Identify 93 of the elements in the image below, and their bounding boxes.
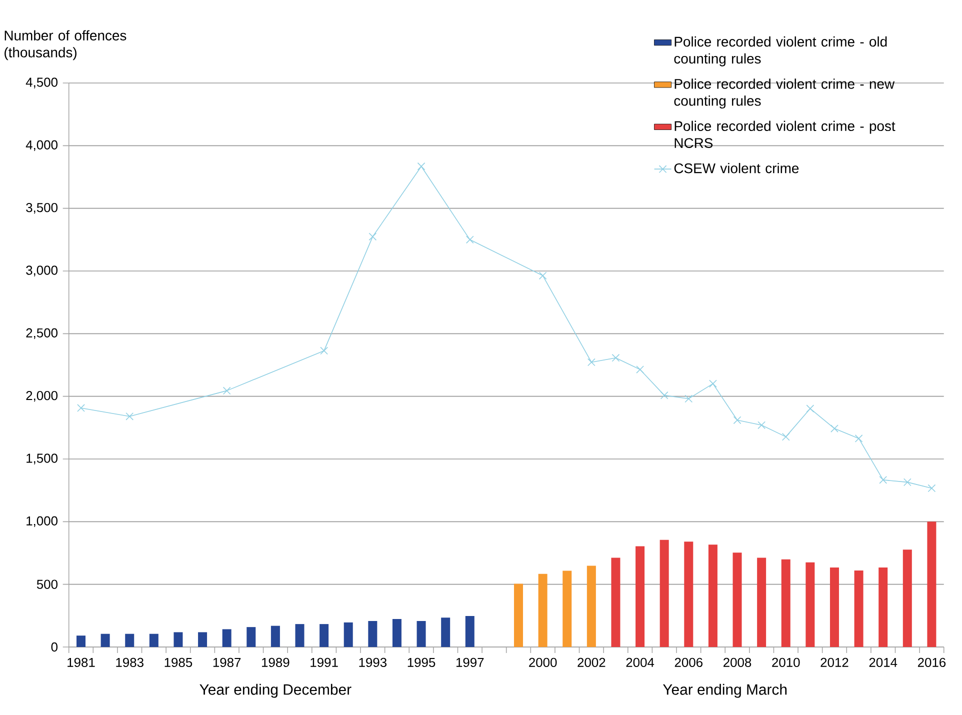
y-tick-label: 500 xyxy=(36,580,58,589)
point xyxy=(77,404,85,412)
y-tick-label: 0 xyxy=(51,642,58,652)
point xyxy=(222,386,231,395)
x-tick-label: 1991 xyxy=(310,658,338,668)
bar xyxy=(368,621,378,647)
bar xyxy=(611,558,620,647)
y-tick-label: 1,000 xyxy=(26,516,58,528)
bar xyxy=(732,552,742,647)
x-tick-label: 1983 xyxy=(116,658,144,668)
point xyxy=(903,478,912,486)
x-tick-label: 2006 xyxy=(674,658,702,668)
bar xyxy=(562,570,572,647)
point xyxy=(538,272,547,280)
point xyxy=(830,424,838,432)
legend-label: CSEW violent crime xyxy=(674,162,799,174)
x-tick-label: 1989 xyxy=(262,658,290,668)
point xyxy=(758,421,766,430)
x-tick-label: 2012 xyxy=(820,658,848,668)
y-tick-label: 3,500 xyxy=(26,202,58,214)
point xyxy=(854,434,863,442)
x-tick-label: 1997 xyxy=(456,658,484,668)
bar xyxy=(806,562,815,647)
point xyxy=(126,412,134,420)
point xyxy=(636,366,644,374)
x-tick-label: 2004 xyxy=(626,658,654,668)
y-tick-label: 1,500 xyxy=(26,454,58,464)
x-tick-label: 2000 xyxy=(529,658,557,668)
bar xyxy=(781,559,790,647)
legend-label: Police recorded violent crime - new counting rules xyxy=(674,78,895,109)
bar xyxy=(320,624,329,647)
point xyxy=(417,162,426,170)
bar xyxy=(465,616,474,647)
x-tick-label: 2002 xyxy=(578,658,606,668)
bar xyxy=(441,618,450,647)
bar xyxy=(392,619,402,647)
bar xyxy=(902,550,912,647)
point xyxy=(612,354,620,362)
bar xyxy=(149,634,158,647)
bar xyxy=(295,624,304,647)
bar xyxy=(270,626,280,647)
x-tick-label: 2014 xyxy=(869,658,898,668)
legend-label: Police recorded violent crime - old counting rules xyxy=(674,36,887,66)
x-tick-label: 2016 xyxy=(918,658,946,668)
bar xyxy=(222,629,232,647)
y-axis-title: Number of offences (thousands) xyxy=(4,30,126,60)
point xyxy=(806,404,814,413)
point xyxy=(782,432,790,441)
point xyxy=(733,416,742,424)
x-tick-label: 1981 xyxy=(68,658,95,668)
y-tick-label: 4,000 xyxy=(26,140,58,152)
bar xyxy=(538,574,548,647)
bar xyxy=(636,546,645,647)
x-tick-label: 2008 xyxy=(724,658,752,668)
bar xyxy=(830,568,839,647)
x-tick-label: 1995 xyxy=(408,658,436,668)
x-tick-label: 2010 xyxy=(772,658,800,668)
bar xyxy=(927,522,936,647)
point xyxy=(587,358,596,366)
point xyxy=(709,380,717,388)
y-tick-label: 2,000 xyxy=(26,390,58,402)
bar xyxy=(198,632,208,647)
bar xyxy=(660,540,669,647)
bar xyxy=(100,634,110,647)
bar xyxy=(878,568,888,647)
bar xyxy=(854,570,864,647)
y-tick-label: 2,500 xyxy=(26,328,58,340)
point xyxy=(879,476,888,484)
point xyxy=(684,394,693,403)
point xyxy=(368,232,377,241)
bar xyxy=(586,566,596,647)
bar xyxy=(246,627,256,647)
bar xyxy=(344,622,353,647)
y-tick-label: 3,000 xyxy=(26,266,58,276)
legend-label: Police recorded violent crime - post NCRS xyxy=(674,120,896,148)
bar xyxy=(708,544,718,647)
x-tick-label: 1985 xyxy=(164,658,192,668)
point xyxy=(466,236,474,244)
x-tick-label: 1993 xyxy=(359,658,387,668)
point xyxy=(660,391,668,400)
bar xyxy=(174,632,183,647)
point xyxy=(928,484,936,492)
bar xyxy=(76,636,86,647)
bar xyxy=(684,542,694,647)
bar xyxy=(757,558,766,647)
bar xyxy=(125,634,134,647)
bar xyxy=(416,621,426,647)
text: Year ending March xyxy=(662,684,787,698)
point xyxy=(320,346,328,355)
y-tick-label: 4,500 xyxy=(26,78,58,88)
x-tick-label: 1987 xyxy=(213,658,241,668)
text: Year ending December xyxy=(200,684,352,698)
bar xyxy=(514,584,524,647)
